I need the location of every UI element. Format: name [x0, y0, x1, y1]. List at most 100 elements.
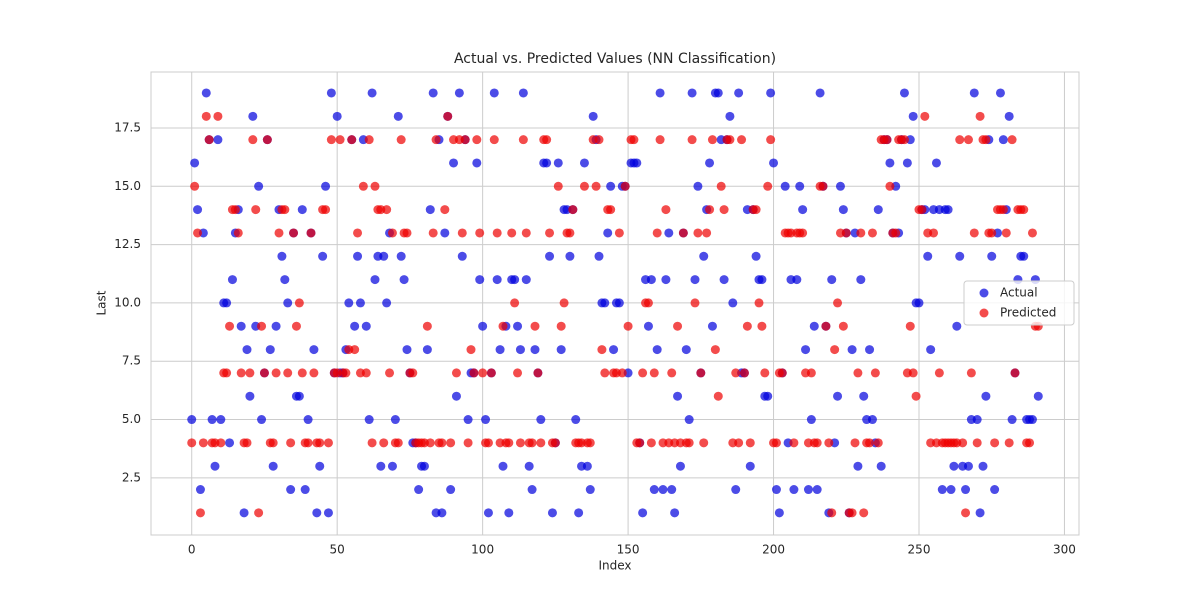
- point: [792, 275, 802, 285]
- point: [859, 391, 869, 401]
- point: [705, 158, 715, 168]
- point: [230, 205, 240, 215]
- point: [931, 158, 941, 168]
- point: [321, 181, 331, 191]
- point: [201, 111, 211, 121]
- point: [667, 368, 677, 378]
- point: [515, 345, 525, 355]
- point: [565, 228, 575, 238]
- point: [527, 485, 537, 495]
- point: [655, 135, 665, 145]
- point: [1001, 228, 1011, 238]
- point: [899, 135, 909, 145]
- point: [719, 275, 729, 285]
- point: [614, 228, 624, 238]
- point: [306, 228, 316, 238]
- point: [713, 88, 723, 98]
- point: [294, 298, 304, 308]
- point: [789, 485, 799, 495]
- point: [914, 298, 924, 308]
- point: [271, 321, 281, 331]
- point: [463, 438, 473, 448]
- point: [643, 321, 653, 331]
- legend-label: Actual: [1000, 286, 1038, 300]
- point: [1027, 415, 1037, 425]
- point: [402, 228, 412, 238]
- point: [347, 135, 357, 145]
- point: [553, 158, 563, 168]
- point: [379, 251, 389, 261]
- point: [646, 275, 656, 285]
- point: [294, 391, 304, 401]
- chart-title: Actual vs. Predicted Values (NN Classifi…: [454, 51, 776, 67]
- point: [827, 508, 837, 518]
- point: [297, 205, 307, 215]
- point: [542, 135, 552, 145]
- y-axis-label: Last: [95, 290, 109, 315]
- point: [841, 228, 851, 238]
- point: [649, 485, 659, 495]
- point: [899, 88, 909, 98]
- point: [440, 205, 450, 215]
- point: [210, 461, 220, 471]
- point: [582, 461, 592, 471]
- point: [289, 228, 299, 238]
- point: [297, 368, 307, 378]
- point: [361, 321, 371, 331]
- point: [981, 135, 991, 145]
- point: [975, 508, 985, 518]
- point: [926, 345, 936, 355]
- legend-marker: [979, 308, 989, 318]
- point: [699, 251, 709, 261]
- point: [280, 275, 290, 285]
- point: [673, 321, 683, 331]
- point: [198, 438, 208, 448]
- point: [408, 368, 418, 378]
- point: [757, 275, 767, 285]
- point: [972, 438, 982, 448]
- point: [600, 298, 610, 308]
- point: [710, 345, 720, 355]
- point: [760, 368, 770, 378]
- point: [382, 205, 392, 215]
- point: [542, 158, 552, 168]
- point: [638, 368, 648, 378]
- point: [824, 438, 834, 448]
- point: [425, 438, 435, 448]
- point: [213, 135, 223, 145]
- point: [489, 135, 499, 145]
- y-tick-label: 15.0: [114, 179, 141, 193]
- point: [315, 461, 325, 471]
- point: [987, 251, 997, 261]
- point: [1033, 391, 1043, 401]
- point: [827, 275, 837, 285]
- point: [1004, 111, 1014, 121]
- point: [873, 438, 883, 448]
- point: [769, 158, 779, 168]
- point: [766, 135, 776, 145]
- point: [574, 508, 584, 518]
- point: [550, 438, 560, 448]
- point: [675, 461, 685, 471]
- point: [364, 415, 374, 425]
- point: [803, 485, 813, 495]
- point: [684, 438, 694, 448]
- point: [1019, 251, 1029, 261]
- point: [248, 135, 258, 145]
- point: [402, 345, 412, 355]
- point: [443, 111, 453, 121]
- point: [440, 228, 450, 238]
- point: [286, 485, 296, 495]
- point: [809, 321, 819, 331]
- point: [565, 251, 575, 261]
- x-tick-label: 300: [1053, 543, 1076, 557]
- point: [998, 205, 1008, 215]
- point: [937, 485, 947, 495]
- point: [422, 321, 432, 331]
- point: [705, 205, 715, 215]
- point: [504, 508, 514, 518]
- point: [428, 88, 438, 98]
- point: [254, 508, 264, 518]
- point: [664, 228, 674, 238]
- point: [838, 205, 848, 215]
